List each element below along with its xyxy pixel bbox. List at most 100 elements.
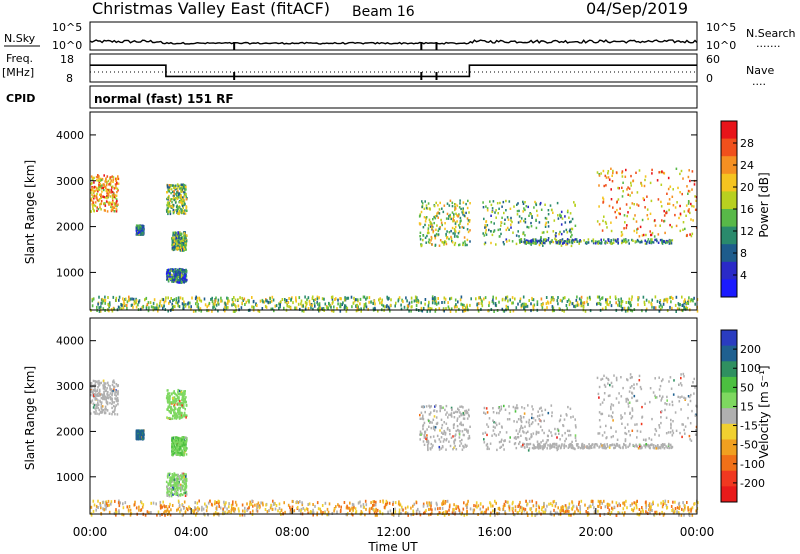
velocity-cell — [181, 404, 183, 407]
velocity-cell — [179, 453, 181, 457]
power-cell — [161, 297, 164, 301]
power-cell — [168, 194, 170, 198]
power-cell — [430, 237, 433, 240]
velocity-cell — [626, 397, 629, 401]
velocity-cell — [452, 435, 454, 438]
power-cell — [520, 217, 523, 220]
power-cell — [422, 306, 425, 310]
power-cell — [463, 309, 465, 313]
power-cell — [181, 268, 183, 271]
velocity-cell — [178, 389, 181, 393]
velocity-cell — [103, 390, 105, 394]
power-cell — [185, 269, 187, 273]
power-cell — [335, 297, 337, 301]
velocity-cell — [93, 410, 95, 414]
velocity-cell — [583, 446, 585, 449]
velocity-cell — [95, 405, 98, 408]
power-cell — [621, 170, 624, 173]
velocity-cell — [185, 482, 187, 485]
power-cell — [172, 211, 175, 215]
velocity-cell — [103, 382, 105, 385]
velocity-cell — [641, 446, 643, 449]
velocity-cell — [100, 406, 103, 409]
power-cell — [339, 309, 342, 313]
power-cell — [199, 307, 202, 311]
velocity-cell — [107, 381, 109, 384]
power-cell — [462, 305, 464, 309]
power-cell — [636, 203, 638, 206]
power-cell — [508, 228, 510, 231]
power-cell — [621, 239, 623, 242]
power-cell — [395, 301, 397, 305]
power-cell — [179, 249, 181, 252]
power-cell — [479, 296, 481, 300]
power-cell — [227, 297, 229, 301]
velocity-cell — [168, 410, 170, 413]
velocity-cell — [498, 411, 500, 415]
power-cell — [671, 306, 673, 310]
power-cell — [135, 299, 138, 303]
power-cell — [491, 207, 494, 210]
power-cell — [318, 302, 321, 306]
velocity-cell — [168, 494, 171, 498]
power-cell — [538, 221, 541, 224]
power-cell — [212, 306, 214, 310]
power-cell — [485, 220, 487, 224]
power-cell — [522, 231, 525, 234]
velocity-cell — [667, 431, 670, 434]
power-cell — [446, 230, 448, 233]
power-cell — [565, 243, 567, 246]
velocity-cell — [182, 393, 184, 396]
velocity-cell — [689, 422, 692, 425]
velocity-cell — [426, 443, 429, 447]
velocity-cell — [532, 417, 535, 420]
velocity-cell — [173, 476, 176, 479]
power-cell — [166, 274, 168, 278]
power-cell — [503, 222, 506, 225]
power-cell — [611, 180, 614, 183]
power-cell — [420, 301, 422, 305]
velocity-cell — [184, 401, 187, 404]
power-cell — [529, 212, 531, 215]
velocity-cell — [462, 444, 464, 448]
velocity-cell — [473, 508, 476, 512]
power-cell — [444, 297, 447, 301]
power-cell — [103, 184, 105, 187]
power-cell — [91, 299, 94, 303]
velocity-cell — [169, 396, 171, 399]
velocity-cell — [178, 403, 181, 406]
power-cell — [384, 305, 386, 309]
power-cell — [443, 300, 446, 304]
velocity-cell — [111, 383, 114, 387]
power-cell — [599, 302, 602, 306]
power-cell — [489, 200, 491, 203]
power-cell — [461, 303, 464, 307]
velocity-cell — [588, 505, 590, 509]
power-cell — [139, 226, 141, 230]
velocity-cell — [639, 443, 641, 446]
power-cell — [298, 296, 301, 300]
power-cell — [439, 201, 441, 205]
power-cell — [179, 242, 181, 245]
power-cell — [684, 227, 686, 231]
velocity-cell — [182, 402, 184, 405]
power-cell — [180, 187, 182, 190]
power-cell — [438, 307, 441, 311]
power-cell — [499, 201, 501, 205]
velocity-cell — [140, 430, 143, 433]
power-cell — [628, 242, 630, 245]
velocity-cell — [495, 423, 498, 427]
power-cell — [654, 238, 656, 242]
power-cell — [432, 231, 434, 234]
power-cell — [498, 235, 501, 238]
velocity-cell — [94, 393, 96, 396]
velocity-cell — [615, 376, 618, 380]
power-cell — [570, 235, 572, 238]
power-cell — [509, 298, 511, 302]
power-cell — [497, 228, 500, 232]
power-cell — [561, 299, 563, 303]
power-cell — [183, 272, 186, 276]
velocity-cell — [461, 430, 464, 433]
power-cell — [533, 242, 535, 245]
power-cell — [659, 224, 661, 227]
